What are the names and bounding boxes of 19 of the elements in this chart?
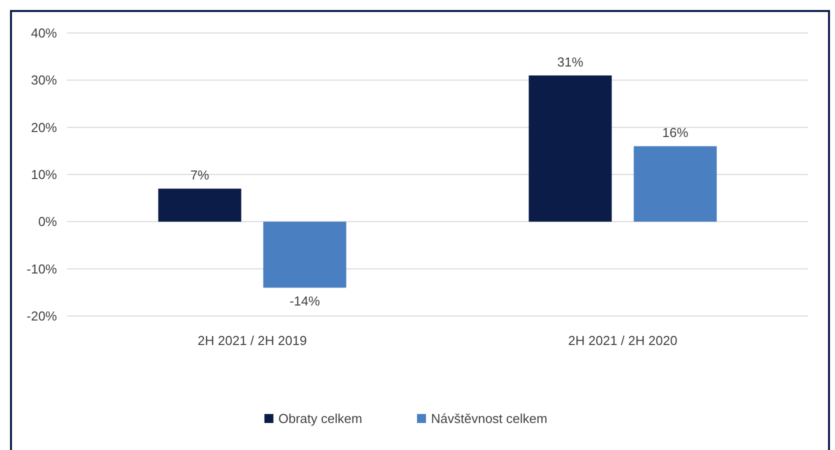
bar	[634, 146, 717, 222]
y-tick-label: 30%	[30, 72, 58, 88]
bar	[528, 75, 612, 222]
y-tick-label: 20%	[30, 120, 58, 135]
y-tick-label: -20%	[26, 308, 58, 324]
bar	[158, 188, 242, 222]
legend-label: Obraty celkem	[278, 411, 362, 426]
y-tick-label: 0%	[38, 214, 58, 230]
bar	[263, 222, 346, 288]
x-tick-label: 2H 2021 / 2H 2019	[198, 333, 307, 348]
data-label: 16%	[662, 125, 689, 140]
data-label: 31%	[557, 54, 584, 70]
data-label: 7%	[190, 168, 210, 183]
y-tick-label: 40%	[30, 26, 58, 40]
legend-label: Návštěvnost celkem	[431, 411, 548, 426]
y-tick-label: 10%	[30, 167, 58, 182]
data-label: -14%	[290, 294, 320, 309]
x-tick-label: 2H 2021 / 2H 2020	[568, 333, 678, 348]
y-tick-label: -10%	[26, 261, 58, 276]
